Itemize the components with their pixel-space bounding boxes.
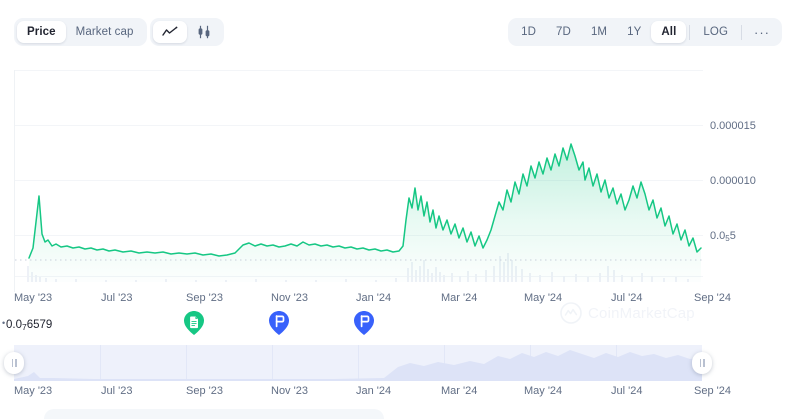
navigator-gridline [444, 345, 445, 381]
x-tick-label: Jul '23 [101, 385, 133, 397]
navigator-preview-series [14, 350, 702, 381]
x-tick-label: May '24 [524, 385, 563, 397]
bottom-panel-stub [44, 409, 384, 419]
navigator-x-axis: May '23 Jul '23 Sep '23 Nov '23 Jan '24 … [0, 385, 796, 405]
more-options-button[interactable]: ··· [745, 21, 779, 43]
grip-icon [11, 359, 17, 367]
x-axis: May '23 Jul '23 Sep '23 Nov '23 Jan '24 … [0, 292, 796, 314]
baseline-marker: • [2, 318, 6, 328]
divider [689, 24, 691, 40]
y-axis: 0.000015 0.000010 0.055 [710, 70, 796, 292]
flag-event-pin-2[interactable] [352, 311, 376, 335]
article-event-pin[interactable] [182, 311, 206, 335]
x-tick-label: Jan '24 [356, 385, 392, 397]
y-tick-label: 0.055 [710, 230, 736, 243]
grip-icon [699, 359, 705, 367]
chart-toolbar: Price Market cap 1D 7D 1 [0, 18, 796, 62]
x-tick-label: Mar '24 [441, 385, 478, 397]
metric-toggle-market-cap[interactable]: Market cap [66, 21, 144, 43]
baseline-price-label: 0.076579 [6, 319, 53, 332]
range-7d[interactable]: 7D [546, 21, 581, 43]
range-navigator[interactable] [4, 345, 712, 381]
x-tick-label: Jul '24 [611, 385, 643, 397]
navigator-gridline [186, 345, 187, 381]
x-tick-label: Sep '24 [694, 292, 731, 304]
x-tick-label: May '23 [14, 292, 53, 304]
candlestick-chart-icon[interactable] [187, 21, 221, 43]
gridline [15, 180, 703, 181]
time-range-group: 1D 7D 1M 1Y All LOG ··· [508, 18, 782, 46]
x-tick-label: Jul '23 [101, 292, 133, 304]
range-handle-right[interactable] [692, 352, 712, 374]
line-chart-icon[interactable] [153, 21, 187, 43]
price-series [15, 143, 703, 282]
range-1d[interactable]: 1D [511, 21, 546, 43]
event-markers: i 12 [0, 311, 796, 343]
log-scale-button[interactable]: LOG [693, 21, 738, 43]
metric-toggle-group: Price Market cap [14, 18, 147, 46]
range-handle-left[interactable] [4, 352, 24, 374]
x-tick-label: May '23 [14, 385, 53, 397]
x-tick-label: Jul '24 [611, 292, 643, 304]
gridline [15, 70, 703, 71]
metric-toggle-price[interactable]: Price [17, 21, 66, 43]
x-tick-label: Nov '23 [271, 385, 308, 397]
navigator-gridline [358, 345, 359, 381]
x-tick-label: Mar '24 [441, 292, 478, 304]
gridline [15, 235, 703, 236]
gridline [15, 125, 703, 126]
navigator-gridline [100, 345, 101, 381]
plot-region[interactable] [14, 70, 703, 292]
x-tick-label: May '24 [524, 292, 563, 304]
x-tick-label: Nov '23 [271, 292, 308, 304]
x-tick-label: Sep '23 [186, 385, 223, 397]
flag-event-pin-1[interactable] [267, 311, 291, 335]
navigator-gridline [272, 345, 273, 381]
range-1m[interactable]: 1M [581, 21, 617, 43]
y-tick-label: 0.000015 [710, 120, 756, 132]
chart-area[interactable]: CoinMarketCap 0.000015 0.000010 0.055 • … [0, 70, 796, 332]
x-tick-label: Sep '24 [694, 385, 731, 397]
y-tick-label: 0.000010 [710, 175, 756, 187]
divider [741, 24, 742, 40]
range-all[interactable]: All [651, 21, 687, 43]
x-tick-label: Sep '23 [186, 292, 223, 304]
x-tick-label: Jan '24 [356, 292, 392, 304]
chart-type-group [150, 18, 224, 46]
range-1y[interactable]: 1Y [617, 21, 651, 43]
